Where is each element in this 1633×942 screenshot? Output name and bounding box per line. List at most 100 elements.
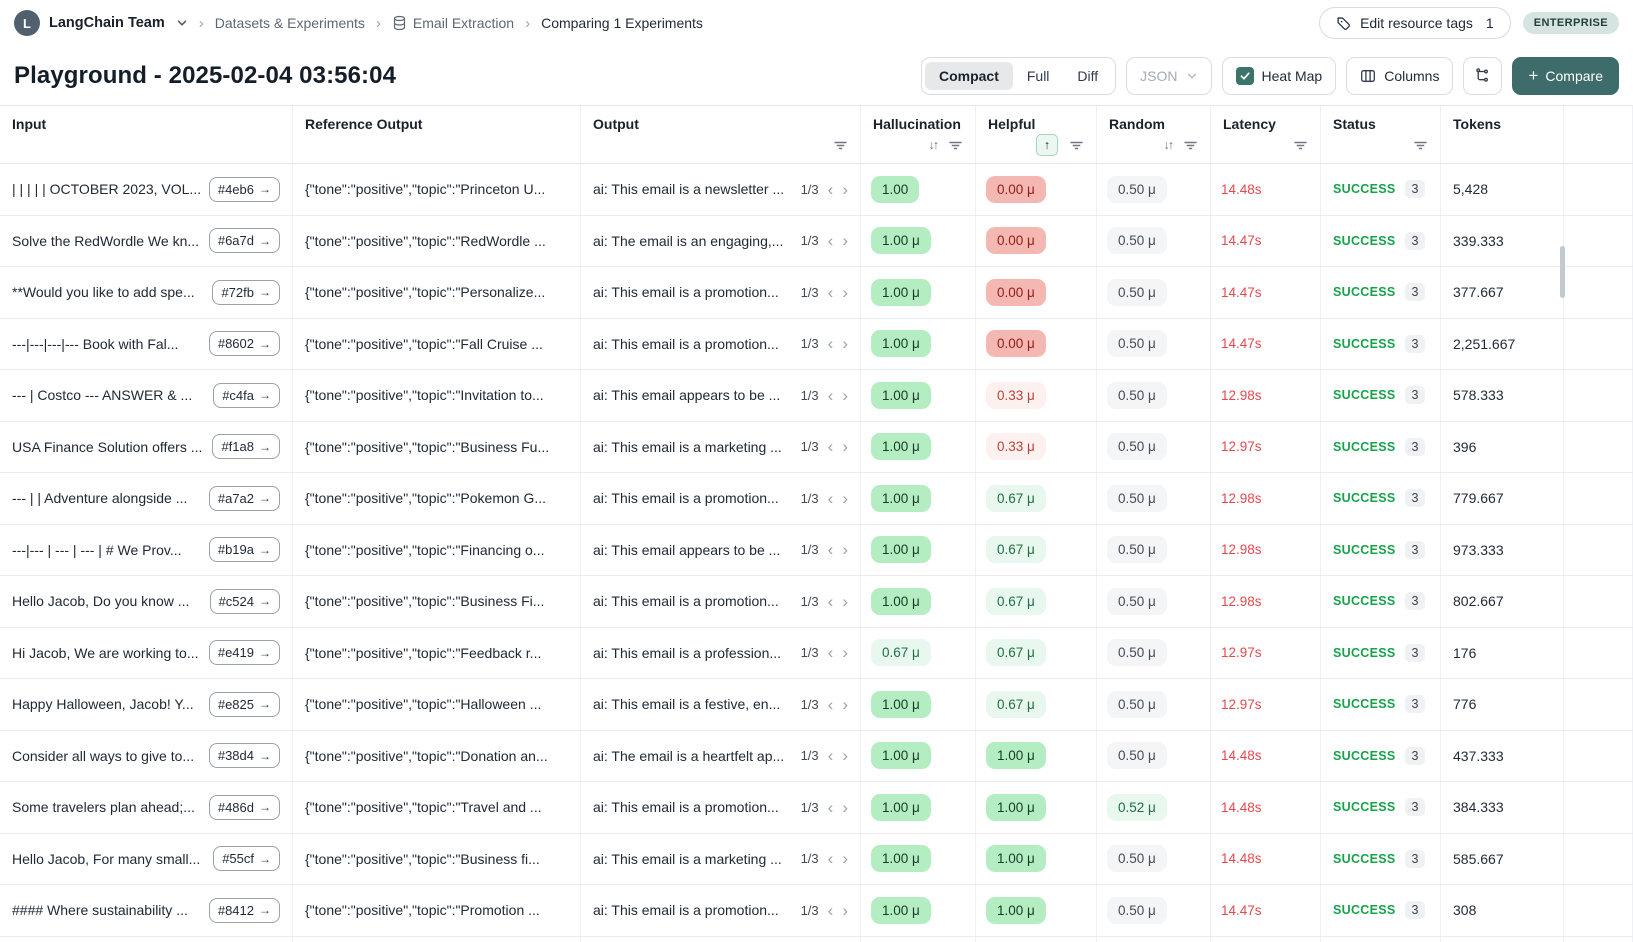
- table-row[interactable]: --- | | Adventure alongside ... #a7a2 → …: [0, 473, 1633, 525]
- sort-icon[interactable]: ↓↑: [1163, 138, 1174, 152]
- next-output-icon[interactable]: ›: [842, 282, 848, 302]
- spacer-cell: [1564, 936, 1633, 942]
- row-id-badge[interactable]: #38d4 →: [208, 743, 280, 769]
- filter-icon[interactable]: [948, 138, 963, 153]
- open-run-arrow-icon: →: [259, 851, 271, 866]
- table-row[interactable]: --- | Costco --- ANSWER & ... #c4fa → {"…: [0, 370, 1633, 422]
- row-id-badge[interactable]: #8602 →: [208, 331, 280, 357]
- next-output-icon[interactable]: ›: [842, 900, 848, 920]
- view-mode-diff[interactable]: Diff: [1077, 67, 1099, 84]
- row-id-badge[interactable]: #a7a2 →: [208, 485, 280, 511]
- row-id-badge[interactable]: #f1a8 →: [212, 434, 280, 460]
- table-row[interactable]: Some travelers plan ahead;... #486d → {"…: [0, 782, 1633, 834]
- status-cell: SUCCESS 3: [1321, 164, 1441, 215]
- view-mode-compact[interactable]: Compact: [924, 61, 1013, 90]
- row-id-badge[interactable]: #c524 →: [209, 588, 280, 614]
- table-row[interactable]: ---|--- | --- | --- | # We Prov... #b19a…: [0, 524, 1633, 576]
- random-cell: 0.50 μ: [1097, 833, 1211, 884]
- scrollbar-thumb[interactable]: [1560, 246, 1565, 298]
- table-row[interactable]: Consider all ways to give to... #38d4 → …: [0, 730, 1633, 782]
- reference-output-text: {"tone":"positive","topic":"Princeton U.…: [305, 181, 546, 198]
- prev-output-icon[interactable]: ‹: [827, 694, 834, 714]
- tree-view-button[interactable]: [1463, 56, 1503, 95]
- prev-output-icon[interactable]: ‹: [827, 849, 834, 869]
- view-mode-full[interactable]: Full: [1026, 67, 1050, 84]
- row-id-badge[interactable]: #e825 →: [208, 691, 280, 717]
- prev-output-icon[interactable]: ‹: [827, 282, 834, 302]
- next-output-icon[interactable]: ›: [842, 849, 848, 869]
- prev-output-icon[interactable]: ‹: [827, 437, 834, 457]
- next-output-icon[interactable]: ›: [842, 437, 848, 457]
- table-row[interactable]: **Would you like to add spe... #72fb → {…: [0, 267, 1633, 319]
- row-id-badge[interactable]: #c4fa →: [213, 382, 280, 408]
- status-cell: SUCCESS 3: [1321, 421, 1441, 472]
- prev-output-icon[interactable]: ‹: [827, 591, 834, 611]
- row-id-badge[interactable]: #b19a →: [208, 537, 280, 563]
- prev-output-icon[interactable]: ‹: [827, 900, 834, 920]
- reference-output-text: {"tone":"positive","topic":"Promotion ..…: [305, 902, 540, 919]
- next-output-icon[interactable]: ›: [842, 334, 848, 354]
- table-row[interactable]: #### Where sustainability ... #8412 → {"…: [0, 885, 1633, 937]
- json-dropdown[interactable]: JSON: [1126, 56, 1212, 95]
- row-id-badge[interactable]: #4eb6 →: [208, 176, 280, 202]
- next-output-icon[interactable]: ›: [842, 643, 848, 663]
- table-row[interactable]: Hello Jacob, For many small... #55cf → {…: [0, 833, 1633, 885]
- next-output-icon[interactable]: ›: [842, 488, 848, 508]
- input-cell: USA Finance Solution offers ... #f1a8 →: [0, 421, 293, 472]
- title-bar: Playground - 2025-02-04 03:56:04 Compact…: [0, 46, 1633, 105]
- filter-icon[interactable]: [1183, 138, 1198, 153]
- breadcrumb-datasets-link[interactable]: Datasets & Experiments: [214, 15, 365, 31]
- prev-output-icon[interactable]: ‹: [827, 797, 834, 817]
- filter-icon[interactable]: [1413, 138, 1428, 153]
- next-output-icon[interactable]: ›: [842, 797, 848, 817]
- heat-map-toggle[interactable]: Heat Map: [1221, 56, 1337, 95]
- prev-output-icon[interactable]: ‹: [827, 231, 834, 251]
- sort-icon[interactable]: ↓↑: [928, 138, 939, 152]
- row-id-badge[interactable]: #6a7d →: [208, 228, 280, 254]
- prev-output-icon[interactable]: ‹: [827, 746, 834, 766]
- filter-icon[interactable]: [1069, 138, 1084, 153]
- row-id-badge[interactable]: #e419 →: [208, 640, 280, 666]
- next-output-icon[interactable]: ›: [842, 231, 848, 251]
- row-id-badge[interactable]: #72fb →: [212, 279, 280, 305]
- prev-output-icon[interactable]: ‹: [827, 643, 834, 663]
- prev-output-icon[interactable]: ‹: [827, 334, 834, 354]
- table-row[interactable]: Happy Halloween, Jacob! Y... #e825 → {"t…: [0, 679, 1633, 731]
- prev-output-icon[interactable]: ‹: [827, 540, 834, 560]
- prev-output-icon[interactable]: ‹: [827, 179, 834, 199]
- table-row[interactable]: Solve the RedWordle We kn... #6a7d → {"t…: [0, 215, 1633, 267]
- edit-resource-tags-button[interactable]: Edit resource tags 1: [1319, 7, 1511, 39]
- edit-tags-count: 1: [1485, 15, 1494, 31]
- next-output-icon[interactable]: ›: [842, 694, 848, 714]
- table-row[interactable]: | | | | | OCTOBER 2023, VOL... #4eb6 → {…: [0, 164, 1633, 216]
- latency-cell: 12.98s: [1211, 576, 1321, 627]
- prev-output-icon[interactable]: ‹: [827, 488, 834, 508]
- column-header-reference-output: Reference Output: [293, 106, 581, 163]
- chevron-down-icon[interactable]: [176, 17, 188, 29]
- reference-output-cell: {"tone":"positive","topic":"Business Fu.…: [293, 421, 581, 472]
- row-id-badge[interactable]: #486d →: [208, 794, 280, 820]
- table-row[interactable]: ---|---|---|--- Book with Fal... #8602 →…: [0, 318, 1633, 370]
- table-row[interactable]: Hi Jacob, We are working to... #e419 → {…: [0, 627, 1633, 679]
- next-output-icon[interactable]: ›: [842, 179, 848, 199]
- table-row[interactable]: USA Finance Solution offers ... #f1a8 → …: [0, 421, 1633, 473]
- random-score: 0.50 μ: [1107, 896, 1167, 924]
- input-text: USA Finance Solution offers ...: [12, 438, 203, 455]
- next-output-icon[interactable]: ›: [842, 746, 848, 766]
- row-id-badge[interactable]: #55cf →: [213, 846, 280, 872]
- compare-button[interactable]: + Compare: [1512, 56, 1619, 95]
- filter-icon[interactable]: [833, 138, 848, 153]
- columns-button[interactable]: Columns: [1346, 56, 1454, 95]
- prev-output-icon[interactable]: ‹: [827, 385, 834, 405]
- next-output-icon[interactable]: ›: [842, 540, 848, 560]
- breadcrumb-dataset-link[interactable]: Email Extraction: [392, 15, 514, 31]
- next-output-icon[interactable]: ›: [842, 591, 848, 611]
- next-output-icon[interactable]: ›: [842, 385, 848, 405]
- team-switcher[interactable]: LangChain Team: [49, 15, 165, 31]
- sort-ascending-active-icon[interactable]: ↑: [1036, 134, 1058, 156]
- table-row[interactable]: Hello Jacob, Do you know ... #c524 → {"t…: [0, 576, 1633, 628]
- table-row-partial[interactable]: [0, 936, 1633, 942]
- filter-icon[interactable]: [1293, 138, 1308, 153]
- row-id-badge[interactable]: #8412 →: [208, 897, 280, 923]
